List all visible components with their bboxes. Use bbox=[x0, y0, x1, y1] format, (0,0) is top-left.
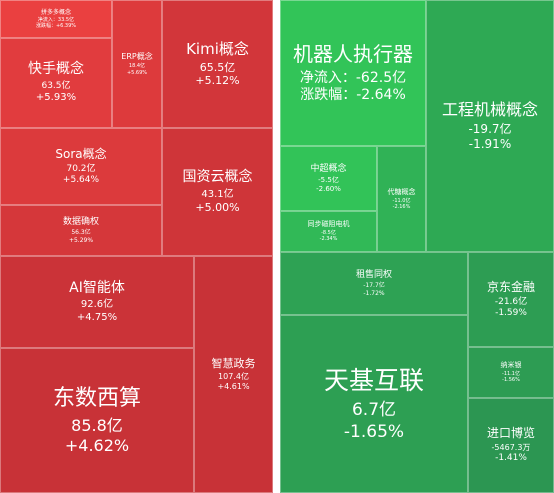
tile-change: +4.61% bbox=[217, 382, 250, 392]
tile-flow: 65.5亿 bbox=[199, 60, 236, 74]
tile-flow: 85.8亿 bbox=[71, 415, 123, 435]
treemap-tile: 京东金融 -21.6亿 -1.59% bbox=[468, 252, 554, 347]
tile-flow: 56.3亿 bbox=[71, 229, 91, 237]
tile-flow: 18.4亿 bbox=[128, 63, 146, 70]
treemap-tile: Sora概念 70.2亿 +5.64% bbox=[0, 128, 162, 205]
tile-name: 天基互联 bbox=[323, 366, 424, 396]
tile-change: +5.93% bbox=[35, 92, 77, 104]
tile-change: -2.34% bbox=[319, 236, 338, 243]
treemap-tile: 数据确权 56.3亿 +5.29% bbox=[0, 205, 162, 256]
tile-flow: 6.7亿 bbox=[351, 400, 397, 421]
treemap-tile: 快手概念 63.5亿 +5.93% bbox=[0, 38, 112, 128]
tile-change: -1.56% bbox=[502, 377, 520, 384]
tile-name: 机器人执行器 bbox=[293, 41, 413, 66]
treemap-tile: 纳米银 -11.1亿 -1.56% bbox=[468, 347, 554, 398]
tile-change: 涨跌幅：+6.39% bbox=[35, 23, 77, 30]
tile-name: AI智能体 bbox=[69, 279, 125, 296]
treemap-tile: 工程机械概念 -19.7亿 -1.91% bbox=[426, 0, 554, 252]
tile-flow: -21.6亿 bbox=[494, 296, 528, 307]
tile-flow: 63.5亿 bbox=[41, 80, 71, 91]
tile-change: -1.59% bbox=[495, 308, 527, 318]
tile-flow: 107.4亿 bbox=[218, 372, 249, 382]
treemap-tile: 进口博览 -5467.3万 -1.41% bbox=[468, 398, 554, 493]
treemap-tile: 智慧政务 107.4亿 +4.61% bbox=[194, 256, 273, 493]
tile-flow: 92.6亿 bbox=[80, 299, 114, 311]
tile-change: -2.60% bbox=[316, 184, 341, 193]
tile-name: Sora概念 bbox=[55, 146, 107, 161]
treemap-tile: 东数西算 85.8亿 +4.62% bbox=[0, 348, 194, 493]
inflow-treemap: 拼多多概念 净流入：33.5亿 涨跌幅：+6.39% 快手概念 63.5亿 +5.93% E… bbox=[0, 0, 273, 493]
tile-change: +5.64% bbox=[62, 175, 100, 185]
tile-name: 数据确权 bbox=[62, 216, 99, 227]
tile-change: +4.75% bbox=[76, 311, 118, 323]
tile-flow: 净流入：-62.5亿 bbox=[299, 69, 407, 86]
treemap-tile: 租售同权 -17.7亿 -1.72% bbox=[280, 252, 468, 315]
tile-flow: 70.2亿 bbox=[66, 163, 96, 174]
treemap-tile: 国资云概念 43.1亿 +5.00% bbox=[162, 128, 273, 256]
tile-change: -1.72% bbox=[363, 289, 385, 297]
tile-name: 工程机械概念 bbox=[441, 100, 538, 119]
tile-change: -1.65% bbox=[343, 421, 405, 442]
tile-flow: -11.0亿 bbox=[392, 197, 411, 204]
tile-flow: -5467.3万 bbox=[491, 443, 531, 453]
tile-change: -1.91% bbox=[468, 137, 512, 151]
tile-change: 涨跌幅：-2.64% bbox=[300, 87, 406, 103]
tile-flow: -11.1亿 bbox=[502, 371, 520, 378]
treemap-tile: ERP概念 18.4亿 +5.69% bbox=[112, 0, 162, 128]
tile-name: 智慧政务 bbox=[211, 356, 256, 370]
treemap-tile: 机器人执行器净流入：-62.5亿 涨跌幅：-2.64% bbox=[280, 0, 426, 146]
treemap-tile: 天基互联 6.7亿 -1.65% bbox=[280, 315, 468, 493]
tile-name: ERP概念 bbox=[121, 52, 153, 62]
tile-name: 快手概念 bbox=[28, 61, 84, 78]
treemap-tile: Kimi概念 65.5亿 +5.12% bbox=[162, 0, 273, 128]
treemap-tile: 中超概念 -5.5亿 -2.60% bbox=[280, 146, 377, 211]
tile-name: 租售同权 bbox=[355, 269, 392, 280]
tile-name: 同步磁阻电机 bbox=[307, 220, 350, 229]
tile-change: -1.41% bbox=[495, 453, 527, 464]
tile-name: 进口博览 bbox=[486, 426, 535, 441]
tile-name: 国资云概念 bbox=[182, 169, 253, 186]
tile-change: +5.29% bbox=[68, 236, 94, 244]
tile-change: +5.69% bbox=[126, 69, 148, 76]
tile-flow: -5.5亿 bbox=[318, 175, 339, 184]
treemap-tile: 拼多多概念 净流入：33.5亿 涨跌幅：+6.39% bbox=[0, 0, 112, 38]
tile-flow: 43.1亿 bbox=[201, 188, 234, 200]
treemap-tile: 同步磁阻电机 -8.5亿 -2.34% bbox=[280, 211, 377, 252]
treemap-tile: 代糖概念 -11.0亿 -2.16% bbox=[377, 146, 426, 252]
tile-name: 纳米银 bbox=[500, 361, 522, 370]
tile-name: 中超概念 bbox=[310, 163, 347, 174]
tile-name: 东数西算 bbox=[52, 386, 141, 412]
tile-name: Kimi概念 bbox=[186, 39, 249, 58]
tile-name: 代糖概念 bbox=[387, 187, 416, 196]
tile-change: +4.62% bbox=[64, 435, 130, 455]
tile-change: -2.16% bbox=[392, 203, 411, 210]
tile-flow: -19.7亿 bbox=[468, 122, 512, 136]
tile-change: +5.12% bbox=[195, 74, 240, 88]
treemap-tile: AI智能体 92.6亿 +4.75% bbox=[0, 256, 194, 348]
tile-name: 京东金融 bbox=[486, 279, 535, 294]
tile-flow: -8.5亿 bbox=[321, 230, 336, 237]
tile-flow: 净流入：33.5亿 bbox=[37, 17, 75, 23]
tile-flow: -17.7亿 bbox=[363, 282, 385, 290]
tile-name: 拼多多概念 bbox=[40, 8, 71, 16]
outflow-treemap: 机器人执行器 净流入：-62.5亿 涨跌幅：-2.64% 工程机械概念 -19.7亿 -1… bbox=[280, 0, 554, 493]
tile-change: +5.00% bbox=[195, 201, 240, 215]
